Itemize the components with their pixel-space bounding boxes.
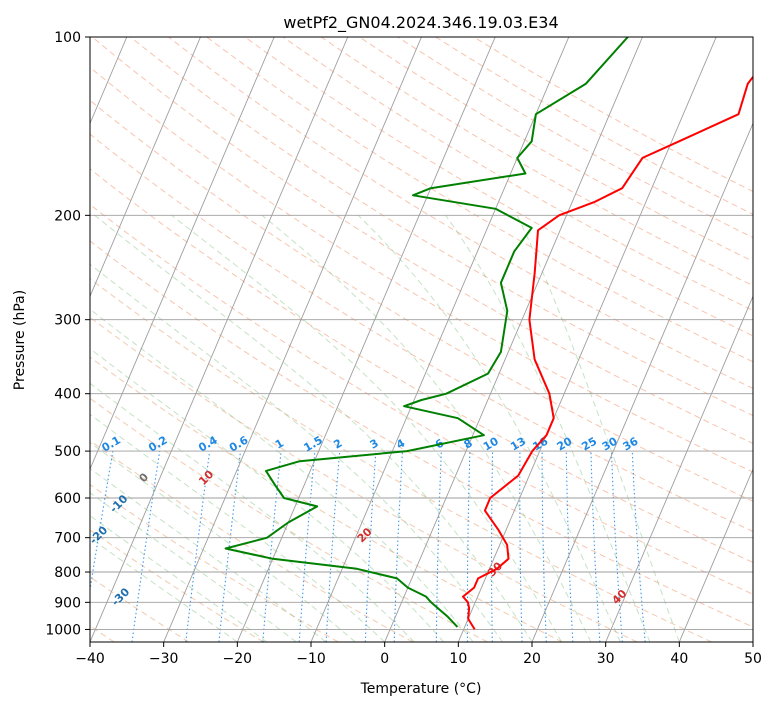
- dry-adiabat-line: [90, 240, 753, 628]
- dry-adiabat-line: [91, 37, 753, 445]
- dry-adiabat-line: [90, 316, 638, 642]
- isotherm-line: [90, 37, 275, 471]
- dry-adiabat-line: [90, 168, 753, 563]
- x-tick-label: 20: [523, 651, 541, 667]
- y-tick-label: 200: [54, 208, 81, 224]
- dewpoint-line: [224, 37, 629, 628]
- grid-lines: [90, 37, 753, 642]
- x-tick-label: −30: [149, 651, 179, 667]
- x-tick-label: 10: [449, 651, 467, 667]
- dry-adiabat-line: [168, 37, 753, 389]
- reference-lines: [90, 37, 753, 642]
- dry-adiabat-line: [130, 37, 753, 417]
- temperature-line: [462, 75, 753, 630]
- dry-adiabat-line: [90, 133, 753, 533]
- mixing-ratio-line: [218, 451, 242, 642]
- x-tick-label: 30: [597, 651, 615, 667]
- y-tick-label: 500: [54, 444, 81, 460]
- x-tick-label: 50: [744, 651, 762, 667]
- isotherm-line: [457, 37, 717, 642]
- moist-adiabat-line: [90, 413, 386, 642]
- x-axis-title: Temperature (°C): [360, 681, 482, 697]
- y-tick-label: 100: [54, 30, 81, 46]
- x-tick-label: −10: [296, 651, 326, 667]
- dry-adiabat-line: [90, 483, 339, 642]
- isotherm-line: [678, 467, 753, 642]
- dry-adiabat-line: [90, 66, 753, 473]
- isotherm-line: [605, 295, 753, 642]
- moist-adiabat-line: [261, 214, 592, 642]
- mixing-ratio-line: [90, 451, 114, 594]
- y-tick-label: 800: [54, 565, 81, 581]
- isotherm-line: [163, 37, 422, 642]
- moist-adiabat-line: [357, 214, 621, 642]
- y-tick-label: 400: [54, 387, 81, 403]
- moist-adiabat-line: [90, 515, 268, 642]
- moist-adiabat-line: [171, 214, 562, 642]
- y-tick-label: 1000: [45, 622, 81, 638]
- x-tick-label: −20: [223, 651, 253, 667]
- y-tick-label: 600: [54, 491, 81, 507]
- dry-adiabat-line: [90, 440, 414, 642]
- isotherm-line: [531, 122, 753, 642]
- x-tick-label: 0: [380, 651, 389, 667]
- x-tick-label: −40: [75, 651, 105, 667]
- plot-frame: [89, 36, 754, 643]
- dry-adiabat-line: [90, 356, 563, 642]
- axis-ticks: −40 −30 −20 −10 0 10 20 30 40 50 1000 900 800 700 600 5…: [45, 30, 762, 667]
- moist-adiabat-line: [90, 263, 503, 642]
- moist-adiabat-line: [90, 537, 238, 642]
- isotherm-line: [310, 37, 570, 642]
- isotherm-line: [90, 37, 349, 642]
- y-axis-title: Pressure (hPa): [12, 290, 28, 390]
- moist-adiabat-line: [516, 215, 680, 642]
- isotherm-line: [236, 37, 496, 642]
- mixing-ratio-line: [185, 451, 211, 642]
- moist-adiabat-line: [94, 214, 533, 642]
- isotherm-line: [384, 37, 643, 642]
- chart-title: wetPf2_GN04.2024.346.19.03.E34: [283, 13, 558, 33]
- dry-adiabat-line: [90, 203, 753, 595]
- moist-adiabat-line: [90, 467, 327, 642]
- mixing-ratio-line: [131, 451, 161, 642]
- moist-adiabat-line: [90, 308, 474, 642]
- profile-series: [224, 37, 753, 630]
- moist-adiabat-line: [90, 492, 297, 642]
- moist-adiabat-line: [445, 215, 651, 642]
- y-tick-label: 700: [54, 531, 81, 547]
- y-tick-label: 900: [54, 595, 81, 611]
- x-tick-label: 40: [670, 651, 688, 667]
- moist-adiabat-line: [90, 347, 444, 642]
- y-tick-label: 300: [54, 313, 81, 329]
- isotherm-line: [90, 37, 201, 298]
- dry-adiabat-line: [206, 37, 753, 363]
- moist-adiabat-line: [90, 382, 415, 642]
